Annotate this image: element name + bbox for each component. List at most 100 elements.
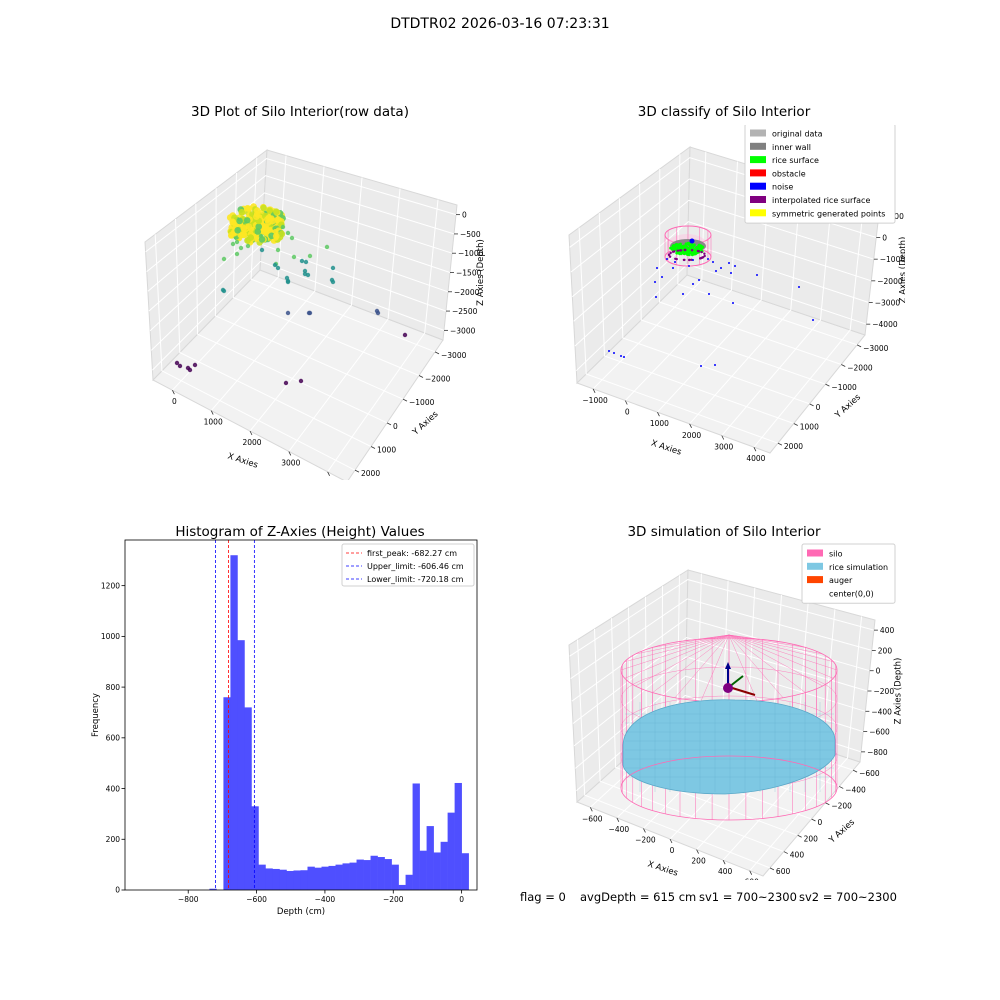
- p2-interp-point: [700, 250, 703, 254]
- p2-interp-point: [690, 249, 694, 252]
- p4-x-tick-label: −400: [609, 825, 630, 834]
- p2-y-tick-label: −3000: [863, 344, 889, 353]
- p2-x-tick-label: 4000: [746, 454, 765, 463]
- p1-data-point: [299, 258, 305, 264]
- p1-x-tick-label: 4000: [320, 479, 339, 480]
- p2-noise-point: [608, 350, 610, 352]
- p2-x-tick-label: 2000: [682, 431, 701, 440]
- histogram-bar: [251, 806, 259, 890]
- p4-silo-roof-line: [620, 634, 730, 671]
- p1-data-point: [234, 239, 240, 245]
- p4-silo-roof-line: [728, 634, 806, 648]
- p2-noise-point: [656, 267, 658, 269]
- p2-interp-point: [701, 256, 705, 259]
- p2-x-axis-label: X Axies: [650, 438, 683, 457]
- p2-y-tick-label: 2000: [784, 442, 803, 451]
- p4-silo-bottom-ring: [620, 755, 838, 821]
- histogram-bar: [426, 826, 434, 890]
- histogram-bar: [391, 864, 399, 890]
- p1-z-tick-label: −500: [460, 230, 481, 239]
- p2-z-grid-line: [575, 263, 867, 372]
- p2-z-tick-label: 0: [882, 234, 887, 243]
- p2-noise-point: [698, 279, 700, 281]
- p2-interp-point: [697, 250, 700, 253]
- p1-data-point: [273, 232, 280, 240]
- p1-y-tick-label: 1000: [377, 446, 396, 455]
- histogram-y-tick-label: 1200: [101, 581, 120, 590]
- p2-z-grid-line: [571, 199, 874, 298]
- panel2-title: 3D classify of Silo Interior: [637, 104, 811, 120]
- p1-data-point: [243, 217, 251, 224]
- p2-noise-point: [674, 261, 676, 263]
- p1-x-tick: [210, 410, 214, 415]
- p2-x-tick: [721, 435, 725, 440]
- p2-noise-point: [728, 262, 730, 264]
- p4-x-tick-label: 200: [691, 857, 706, 866]
- p1-y-tick: [418, 375, 424, 378]
- histogram-x-axis-label: Depth (cm): [277, 907, 325, 917]
- histogram-y-tick-label: 800: [106, 683, 121, 692]
- p1-z-grid-line: [147, 192, 453, 292]
- histogram-y-tick-label: 400: [106, 784, 121, 793]
- p2-noise-point: [714, 364, 716, 366]
- p1-data-point: [273, 208, 280, 215]
- p2-y-tick: [809, 403, 814, 407]
- p4-z-tick-label: 200: [878, 646, 893, 655]
- p1-x-axis-label: X Axies: [226, 451, 259, 470]
- p4-z-grid-line: [570, 598, 872, 680]
- p4-y-tick: [769, 867, 775, 871]
- p2-legend-frame: [744, 125, 896, 224]
- histogram-bar: [244, 707, 252, 890]
- p2-z-tick-label: −1000: [880, 255, 905, 264]
- p1-data-point: [236, 217, 243, 225]
- p2-rice-point: [675, 251, 679, 255]
- p1-data-point: [275, 247, 281, 253]
- p2-legend-swatch: [750, 209, 766, 217]
- depth-histogram: −800 −600 −400 −200 0 0 200 400 600 800 1000 1200 De…: [91, 539, 478, 917]
- histogram-y-tick-label: 200: [106, 835, 121, 844]
- p4-legend-swatch: [807, 589, 823, 597]
- p2-y-tick-label: 1000: [800, 423, 819, 432]
- p2-rice-point: [672, 247, 676, 251]
- p4-x-tick: [722, 859, 726, 865]
- p1-data-point: [283, 380, 289, 386]
- p1-x-grid-line: [327, 199, 439, 473]
- p2-legend-label: interpolated rice surface: [772, 196, 870, 205]
- histogram-bar: [258, 864, 266, 890]
- p4-silo-roof-line: [728, 634, 823, 687]
- p1-data-point: [245, 243, 251, 249]
- p2-interp-point: [675, 257, 678, 261]
- p4-x-tick: [696, 849, 699, 854]
- p2-rice-point: [693, 248, 697, 252]
- p2-rice-point: [690, 253, 694, 257]
- p2-legend-swatch: [750, 142, 766, 150]
- p2-x-tick: [592, 388, 596, 394]
- p2-interp-point: [667, 253, 671, 257]
- p4-silo-roof-line: [728, 634, 834, 679]
- histogram-bar: [286, 870, 294, 890]
- p2-legend-swatch: [750, 156, 766, 164]
- p1-data-point: [402, 332, 408, 338]
- p2-interp-point: [676, 249, 679, 252]
- histogram-legend-label: Lower_limit: -720.18 cm: [367, 575, 464, 584]
- p2-x-tick: [624, 400, 628, 405]
- p2-noise-point: [730, 272, 732, 274]
- p2-z-axis-label: Z Axies (Depth): [899, 237, 906, 304]
- p4-y-tick-label: −400: [845, 785, 866, 794]
- p4-x-tick-label: 0: [670, 846, 675, 855]
- p4-silo-roof-line: [728, 634, 784, 643]
- histogram-legend-frame: [341, 543, 475, 587]
- p2-interp-point: [699, 257, 702, 260]
- p1-data-point: [174, 360, 180, 366]
- p4-z-tick-label: −600: [869, 728, 890, 737]
- p4-silo-roof-line: [624, 634, 730, 679]
- p2-x-tick-label: 1000: [650, 419, 669, 428]
- p2-rice-point: [699, 244, 703, 248]
- histogram-y-tick-label: 1000: [101, 632, 120, 641]
- p2-legend-label: symmetric generated points: [772, 209, 885, 218]
- p1-data-point: [260, 204, 267, 212]
- p2-y-tick: [777, 442, 783, 446]
- histogram-x-tick-label: −200: [383, 895, 404, 904]
- p1-y-tick-label: −3000: [441, 351, 467, 360]
- p1-z-grid-line: [145, 158, 457, 253]
